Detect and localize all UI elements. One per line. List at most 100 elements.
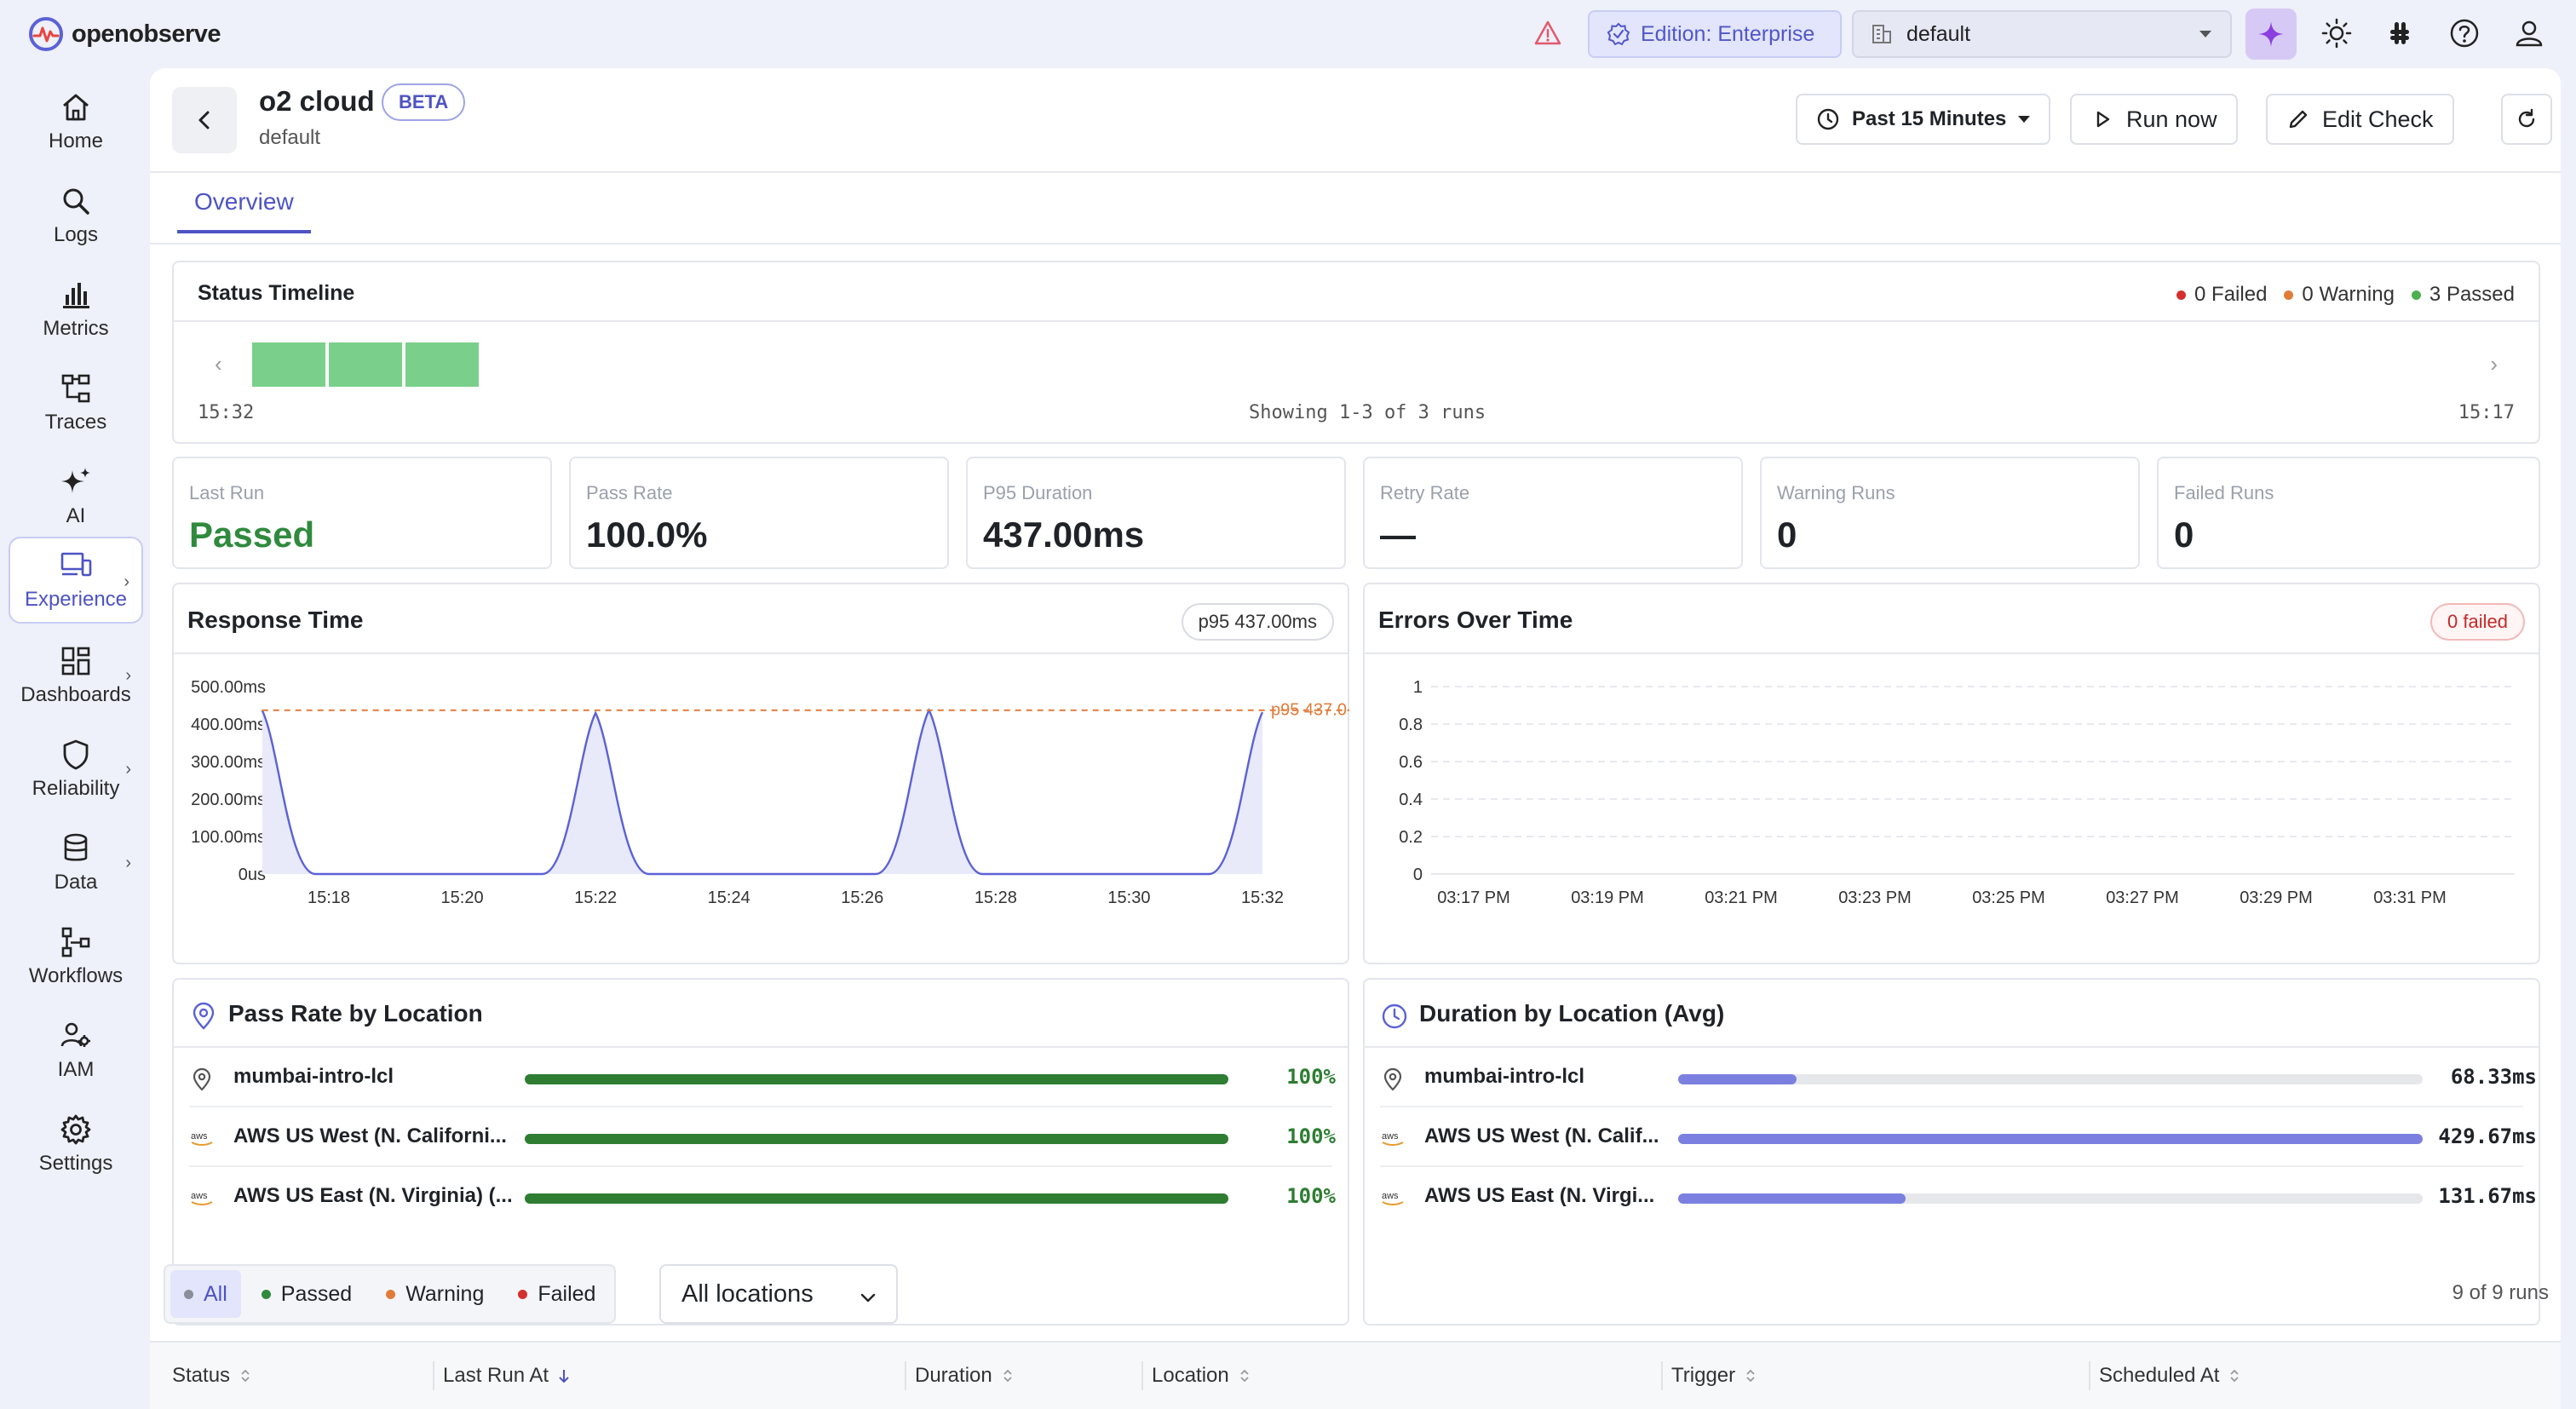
location-name: AWS US East (N. Virgi... [1424, 1184, 1655, 1207]
timeline-run-bar[interactable] [405, 342, 479, 387]
progress-fill [1678, 1193, 1906, 1204]
location-value: 100% [1286, 1124, 1336, 1148]
column-header-status[interactable]: Status [164, 1361, 252, 1390]
sidebar-item-metrics[interactable]: Metrics [9, 266, 143, 353]
user-menu-button[interactable] [2513, 17, 2545, 49]
errors-title: Errors Over Time [1378, 607, 1573, 633]
sidebar-item-ai[interactable]: AI [9, 453, 143, 540]
progress-track [1678, 1074, 2423, 1084]
x-tick-label: 03:19 PM [1571, 889, 1644, 907]
response-time-chart[interactable]: 0us 100.00ms 200.00ms 300.00ms 400.00ms 500.0… [174, 661, 1349, 963]
progress-fill [1678, 1134, 2423, 1144]
p95-line-label: p95 437.0 [1271, 701, 1347, 720]
verified-badge-icon [1607, 22, 1630, 46]
filter-failed[interactable]: Failed [504, 1270, 609, 1318]
duration-by-location-card: Duration by Location (Avg) mumbai-intro-… [1363, 978, 2540, 1326]
location-filter-select[interactable]: All locations [659, 1264, 898, 1324]
warning-dot-icon [2284, 290, 2294, 301]
openobserve-logo[interactable]: openobserve [29, 15, 221, 53]
warning-icon[interactable] [1533, 19, 1562, 48]
stat-value: — [1380, 515, 1416, 555]
filter-warning[interactable]: Warning [372, 1270, 497, 1318]
x-tick-label: 03:29 PM [2240, 889, 2313, 907]
theme-toggle-button[interactable] [2320, 17, 2353, 49]
response-time-card: Response Time p95 437.00ms 0us 100.00ms 20… [172, 583, 1349, 964]
column-header-last-run-at[interactable]: Last Run At [433, 1361, 571, 1390]
card-divider [174, 1046, 1348, 1048]
pin-icon [1380, 1067, 1406, 1092]
timeline-showing-text: Showing 1-3 of 3 runs [1249, 402, 1486, 423]
sidebar-item-dashboards[interactable]: Dashboards › [9, 632, 143, 719]
stat-label: Last Run [189, 482, 265, 503]
edition-badge[interactable]: Edition: Enterprise [1588, 10, 1842, 58]
sun-icon [2321, 18, 2352, 49]
stat-last-run: Last Run Passed [172, 457, 552, 569]
back-button[interactable] [172, 87, 237, 153]
sidebar-item-workflows[interactable]: Workflows [9, 913, 143, 1000]
timeline-run-bar[interactable] [252, 342, 325, 387]
sidebar-item-settings[interactable]: Settings [9, 1101, 143, 1188]
refresh-button[interactable] [2501, 94, 2552, 145]
ai-assistant-button[interactable] [2245, 9, 2297, 60]
sidebar-item-label: Home [48, 129, 104, 152]
tab-overview[interactable]: Overview [177, 174, 311, 233]
chevron-down-icon [860, 1293, 876, 1303]
sidebar-item-label: Dashboards [20, 683, 131, 706]
time-range-select[interactable]: Past 15 Minutes [1796, 94, 2051, 145]
stat-retry-rate: Retry Rate — [1363, 457, 1743, 569]
sort-desc-icon [559, 1370, 569, 1383]
sort-icon [241, 1369, 250, 1383]
timeline-run-bar[interactable] [329, 342, 402, 387]
edit-check-button[interactable]: Edit Check [2266, 94, 2454, 145]
column-header-duration[interactable]: Duration [905, 1361, 1015, 1390]
x-tick-label: 15:20 [441, 889, 484, 907]
location-row: mumbai-intro-lcl 100% [174, 1048, 1348, 1107]
filter-passed[interactable]: Passed [248, 1270, 365, 1318]
sidebar-item-home[interactable]: Home [9, 78, 143, 165]
runs-count: 9 of 9 runs [2452, 1281, 2549, 1304]
errors-over-time-chart[interactable]: 0 0.2 0.4 0.6 0.8 1 03:17 PM 03:19 PM 03:21 PM 03… [1365, 661, 2540, 963]
failed-count-badge: 0 failed [2430, 603, 2525, 641]
filter-all[interactable]: All [170, 1270, 241, 1318]
x-tick-label: 15:30 [1107, 889, 1150, 907]
all-dot-icon [184, 1289, 193, 1299]
svg-text:aws: aws [1382, 1191, 1399, 1201]
filter-label: All [204, 1281, 227, 1306]
users-icon [60, 1022, 90, 1047]
sort-icon [1003, 1369, 1012, 1383]
shield-icon [63, 739, 89, 770]
timeline-prev-button[interactable]: ‹ [215, 351, 222, 377]
timeline-next-button[interactable]: › [2490, 351, 2498, 377]
sidebar-item-logs[interactable]: Logs [9, 172, 143, 259]
duration-title: Duration by Location (Avg) [1419, 1000, 1725, 1027]
sidebar-item-reliability[interactable]: Reliability › [9, 726, 143, 813]
sidebar-item-label: Logs [53, 223, 99, 246]
column-label: Duration [915, 1364, 992, 1387]
devices-icon [60, 552, 92, 577]
tab-divider [150, 243, 2561, 244]
stat-value: 0 [2174, 515, 2194, 555]
location-name: mumbai-intro-lcl [1424, 1065, 1585, 1088]
sidebar-item-traces[interactable]: Traces [9, 359, 143, 446]
openobserve-logo-icon [29, 17, 63, 51]
column-header-location[interactable]: Location [1141, 1361, 1251, 1390]
run-now-button[interactable]: Run now [2070, 94, 2238, 145]
failed-dot-icon [518, 1289, 528, 1299]
column-header-scheduled-at[interactable]: Scheduled At [2089, 1361, 2241, 1390]
column-header-trigger[interactable]: Trigger [1661, 1361, 1757, 1390]
response-time-line [261, 707, 1264, 876]
sidebar-item-data[interactable]: Data › [9, 820, 143, 906]
progress-track [525, 1193, 1228, 1204]
help-button[interactable] [2448, 17, 2481, 49]
header-divider [150, 171, 2561, 173]
stat-label: Retry Rate [1380, 482, 1470, 503]
sidebar-item-iam[interactable]: IAM [9, 1007, 143, 1094]
sidebar-item-label: Settings [38, 1152, 113, 1175]
sidebar-item-experience[interactable]: Experience › [9, 537, 143, 624]
org-select[interactable]: default [1852, 10, 2232, 58]
x-tick-label: 03:17 PM [1437, 889, 1510, 907]
location-row: aws AWS US East (N. Virginia) (... 100% [174, 1167, 1348, 1227]
svg-text:aws: aws [191, 1131, 208, 1142]
slack-button[interactable] [2383, 17, 2416, 49]
legend-failed: 0 Failed [2176, 283, 2267, 307]
